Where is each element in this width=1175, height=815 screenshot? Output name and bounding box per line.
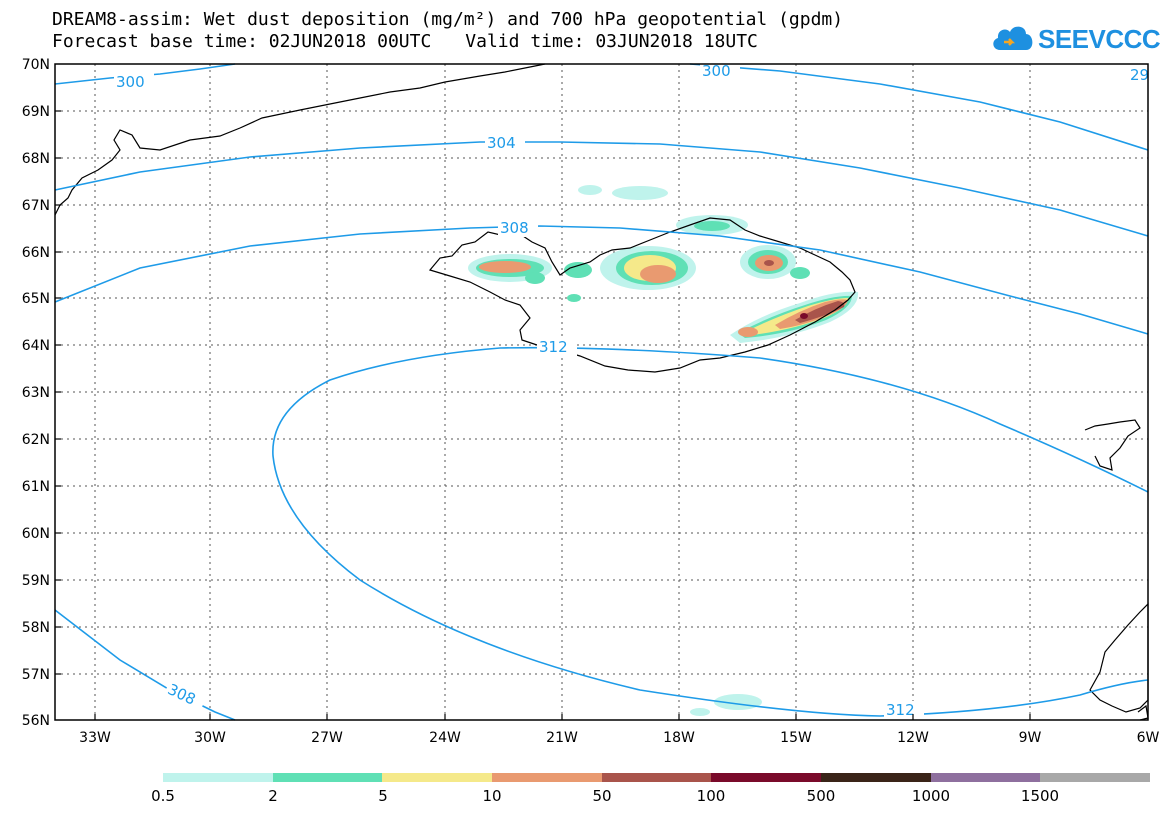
- lat-label: 67N: [22, 198, 50, 214]
- legend-label: 1500: [1020, 787, 1060, 805]
- contour-labels: 300 300 29 304 308 312 312 308: [114, 62, 1150, 719]
- contour-label: 304: [487, 134, 516, 152]
- lat-label: 63N: [22, 385, 50, 401]
- legend-swatch: [930, 773, 1041, 782]
- geopotential-contours: [54, 63, 1149, 721]
- lon-label: 27W: [311, 730, 343, 746]
- valid-time: Valid time: 03JUN2018 18UTC: [465, 31, 758, 52]
- lat-label: 66N: [22, 245, 50, 261]
- longitude-labels: 33W 30W 27W 24W 21W 18W 15W 12W 9W 6W: [79, 730, 1159, 746]
- axis-ticks: [55, 110, 1031, 720]
- legend-label: 50: [592, 787, 612, 805]
- legend-label: 100: [696, 787, 726, 805]
- lon-label: 9W: [1019, 730, 1042, 746]
- lon-label: 33W: [79, 730, 111, 746]
- lat-label: 58N: [22, 620, 50, 636]
- contour-label: 29: [1130, 66, 1149, 84]
- map-title: DREAM8-assim: Wet dust deposition (mg/m²…: [52, 9, 844, 30]
- latitude-labels: 70N 69N 68N 67N 66N 65N 64N 63N 62N 61N …: [22, 57, 50, 729]
- color-legend: [163, 773, 1151, 782]
- lon-label: 15W: [780, 730, 812, 746]
- grid: [55, 64, 1148, 720]
- lat-label: 68N: [22, 151, 50, 167]
- legend-label: 2: [268, 787, 278, 805]
- lat-label: 65N: [22, 291, 50, 307]
- lat-label: 69N: [22, 104, 50, 120]
- contour-label: 312: [539, 338, 568, 356]
- lat-label: 60N: [22, 526, 50, 542]
- legend-label: 5: [378, 787, 388, 805]
- seevccc-logo: SEEVCCC: [990, 18, 1161, 58]
- map-subtitle: Forecast base time: 02JUN2018 00UTC Valid…: [52, 32, 758, 52]
- legend-label: 10: [482, 787, 502, 805]
- legend-swatch: [711, 773, 822, 782]
- lat-label: 64N: [22, 338, 50, 354]
- contour-label: 300: [116, 73, 145, 91]
- legend-swatch: [821, 773, 931, 782]
- legend-label: 500: [806, 787, 836, 805]
- lon-label: 30W: [194, 730, 226, 746]
- lon-label: 12W: [897, 730, 929, 746]
- lat-label: 62N: [22, 432, 50, 448]
- lon-label: 21W: [546, 730, 578, 746]
- legend-swatch: [163, 773, 273, 782]
- legend-swatch: [272, 773, 383, 782]
- lat-label: 70N: [22, 57, 50, 73]
- legend-swatch: [1040, 773, 1151, 782]
- lat-label: 61N: [22, 479, 50, 495]
- contour-label: 300: [702, 62, 731, 80]
- dust-deposition-field: [468, 185, 859, 716]
- lat-label: 57N: [22, 667, 50, 683]
- forecast-base-time: Forecast base time: 02JUN2018 00UTC: [52, 31, 432, 52]
- cloud-icon: [993, 26, 1033, 50]
- contour-label: 308: [500, 219, 529, 237]
- logo-text: SEEVCCC: [1038, 24, 1161, 54]
- lon-label: 6W: [1137, 730, 1160, 746]
- legend-label: 0.5: [151, 787, 175, 805]
- contour-label: 312: [886, 701, 915, 719]
- legend-swatch: [492, 773, 602, 782]
- legend-label: 1000: [911, 787, 951, 805]
- lat-label: 59N: [22, 573, 50, 589]
- legend-swatch: [601, 773, 712, 782]
- legend-swatch: [382, 773, 493, 782]
- lat-label: 56N: [22, 713, 50, 729]
- lon-label: 18W: [663, 730, 695, 746]
- lon-label: 24W: [429, 730, 461, 746]
